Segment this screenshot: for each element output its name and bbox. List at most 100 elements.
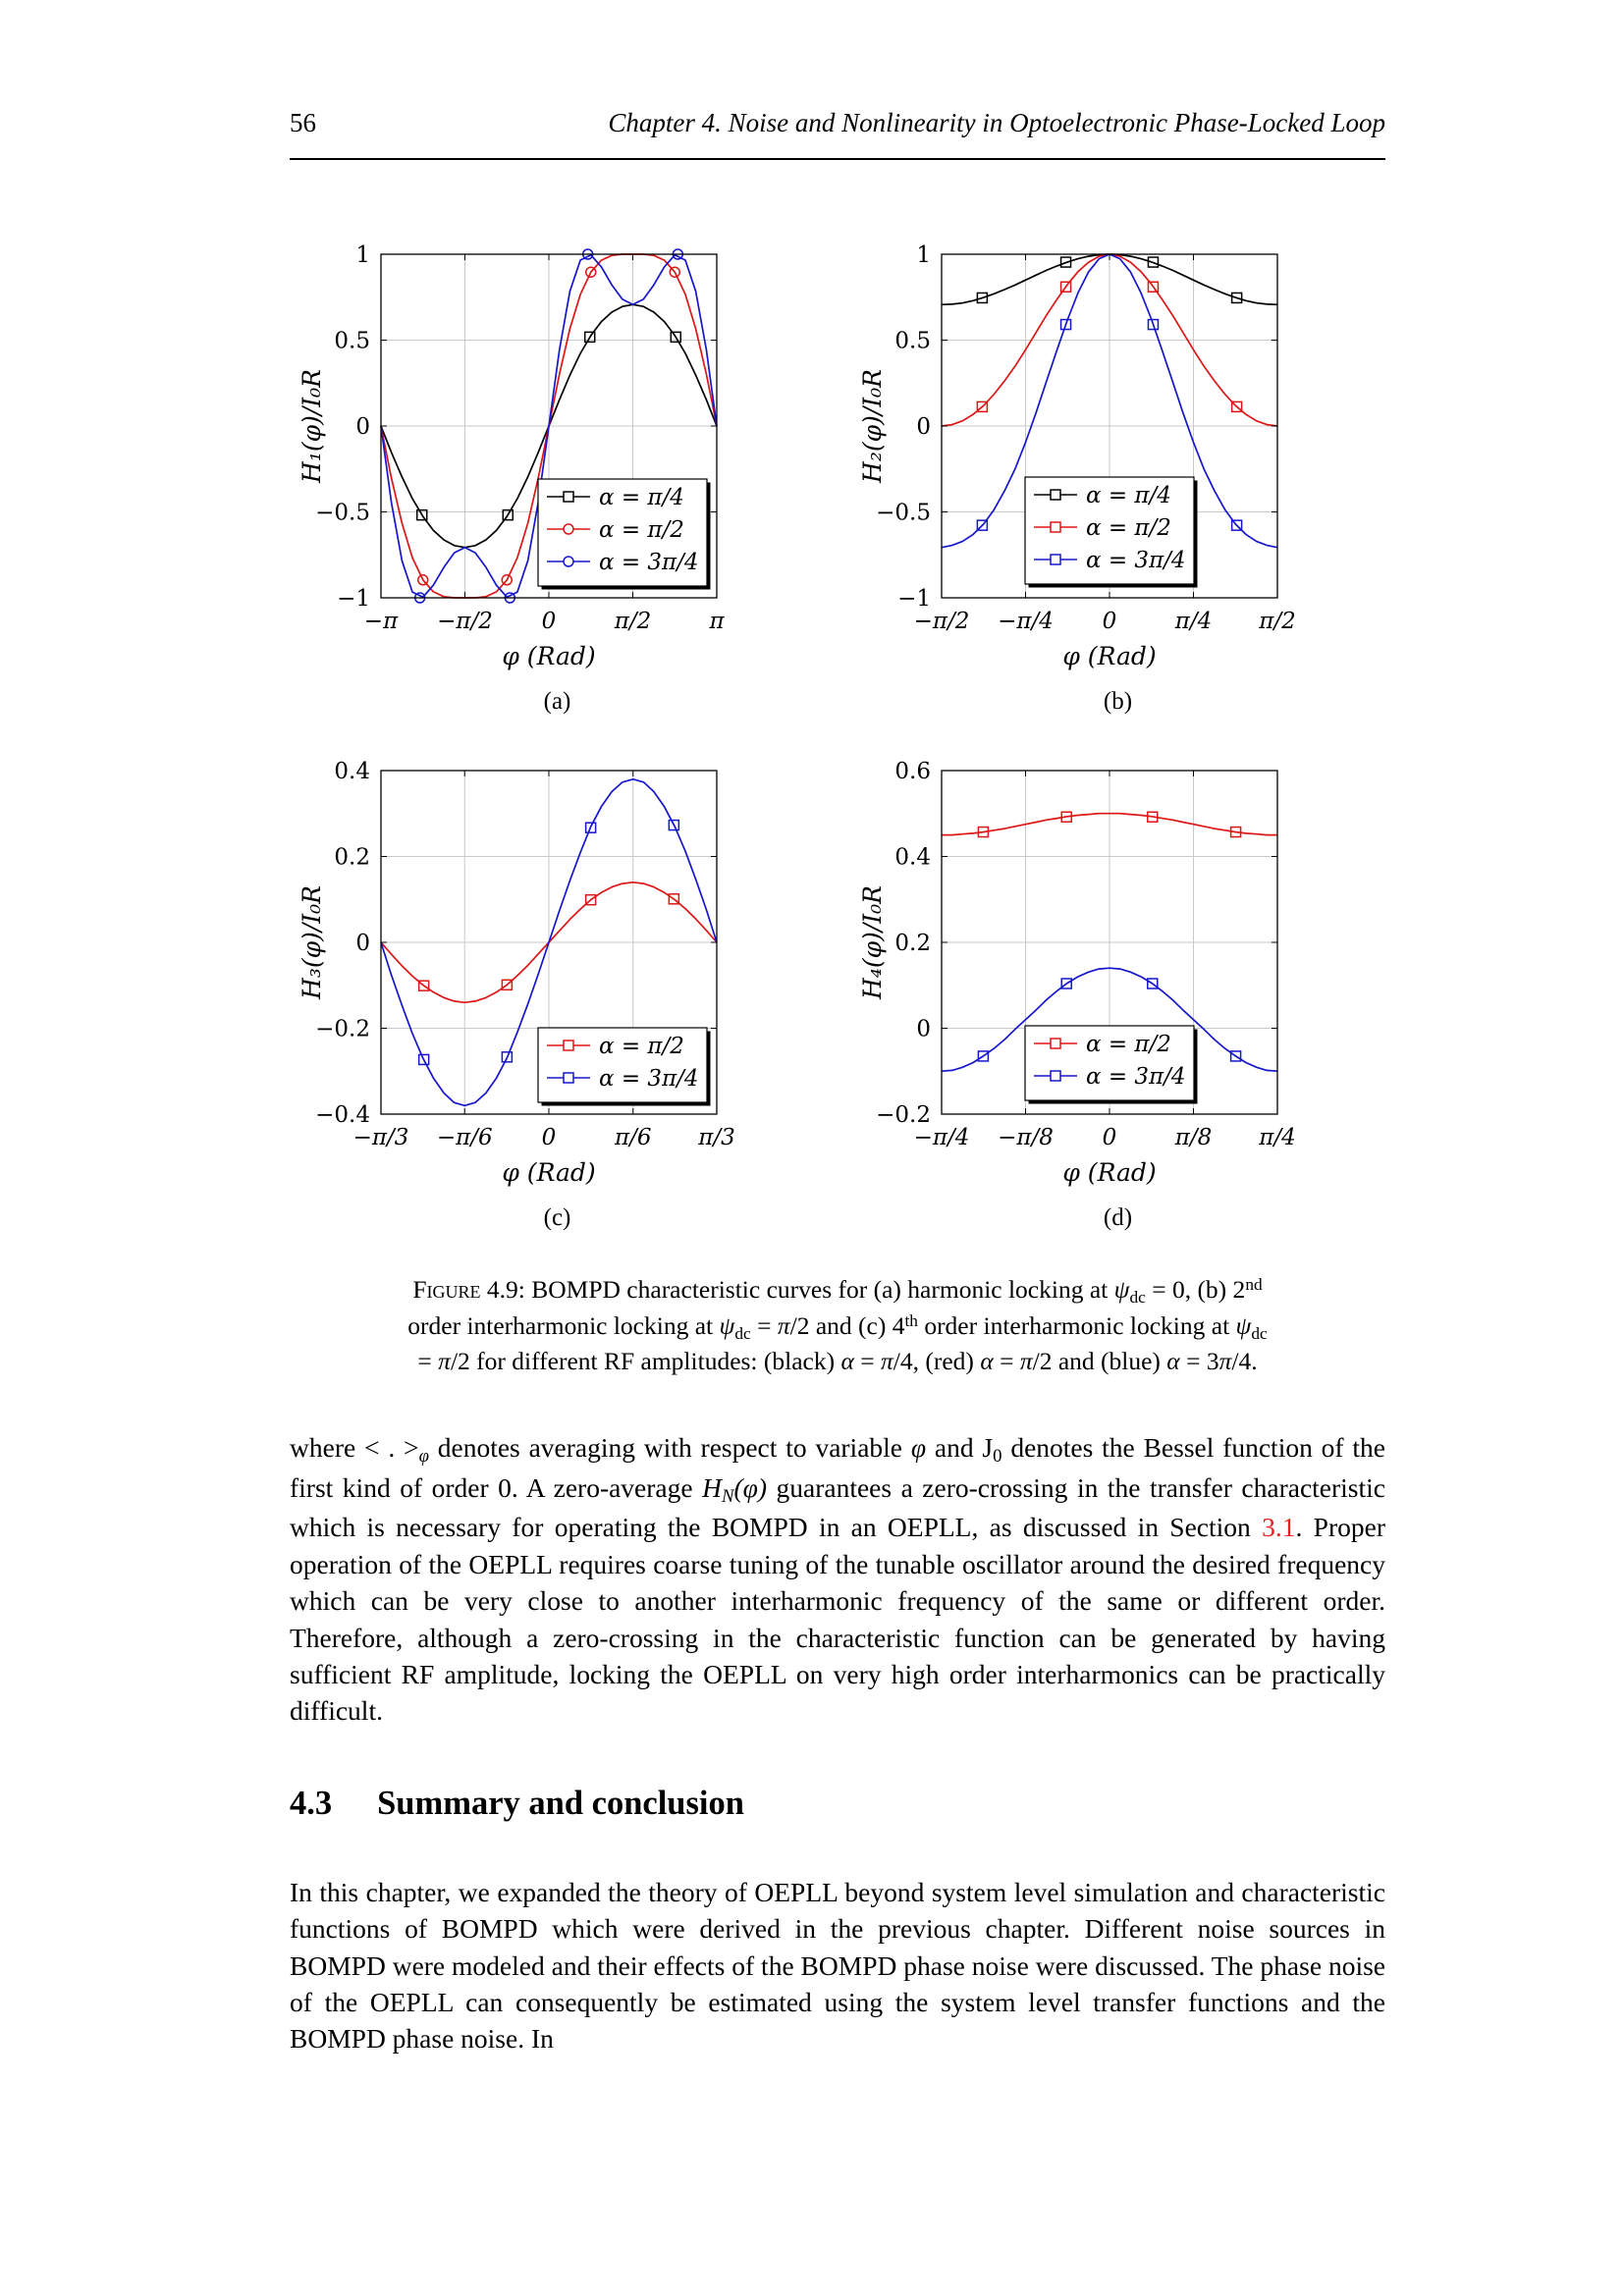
data-marker-square	[976, 292, 989, 304]
svg-text:0: 0	[916, 414, 931, 440]
tick-marks	[941, 253, 1278, 599]
data-marker-square	[977, 826, 990, 838]
x-tick-labels: −π −π/2 0 π/2 π	[364, 609, 726, 634]
data-marker-square	[583, 331, 596, 344]
text-segment: guarantees a zero-crossing in the transf…	[290, 1471, 1385, 1543]
series-alpha=3pi/4	[380, 777, 718, 1107]
svg-text:−1: −1	[897, 586, 931, 612]
y-tick-labels: 1 0.5 0 −0.5 −1	[876, 242, 931, 612]
svg-text:−1: −1	[337, 586, 370, 612]
svg-text:−π/2: −π/2	[437, 609, 493, 634]
text-segment: =	[993, 1347, 1020, 1376]
text-segment: dc	[734, 1323, 751, 1343]
text-segment: =	[417, 1347, 439, 1376]
svg-text:π/2: π/2	[1258, 609, 1296, 634]
legend-label: α = π/2	[599, 1034, 684, 1059]
text-segment: order interharmonic locking at	[917, 1310, 1236, 1340]
tick-marks	[380, 253, 718, 599]
svg-text:−π/6: −π/6	[437, 1125, 493, 1150]
text-segment: th	[904, 1310, 918, 1330]
data-marker-square	[976, 519, 989, 531]
svg-text:0: 0	[355, 414, 370, 440]
svg-text:−0.5: −0.5	[315, 501, 370, 526]
text-segment: H	[702, 1471, 722, 1503]
legend-marker-square	[563, 1040, 574, 1051]
svg-text:1: 1	[916, 242, 931, 268]
x-axis-label: φ (Rad)	[1062, 1158, 1156, 1187]
data-marker-square	[1059, 281, 1072, 293]
svg-text:−π: −π	[364, 609, 399, 634]
legend-marker-circle	[563, 556, 574, 567]
svg-text:π: π	[708, 609, 725, 634]
y-axis-label: H₄(φ)/I₀R	[858, 885, 887, 1000]
y-axis-label: H₃(φ)/I₀R	[298, 885, 326, 1000]
svg-text:0: 0	[1103, 1125, 1117, 1150]
data-marker-square	[668, 819, 680, 831]
data-marker-square	[1230, 292, 1243, 304]
data-marker-circle	[501, 574, 513, 586]
chart-c-plot: −π/3 −π/6 0 π/6 π/3 0.4 0.2 0 −0.2 −0.4 φ (Rad) H₃(…	[298, 759, 735, 1187]
chart-b: −π/2 −π/4 0 π/4 π/2 1 0.5 0 −0.5 −1 φ (Rad) H₂(φ)/I…	[855, 239, 1380, 716]
data-marker-square	[502, 508, 514, 521]
data-marker-square	[1060, 811, 1072, 823]
data-marker-square	[976, 400, 989, 413]
text-segment: = 3	[1179, 1347, 1219, 1376]
text-segment: BOMPD characteristic curves for (a) harm…	[524, 1275, 1114, 1304]
figure-caption: Figure 4.9: BOMPD characteristic curves …	[406, 1273, 1270, 1378]
data-marker-square	[1147, 281, 1160, 293]
chart-d-plot: −π/4 −π/8 0 π/8 π/4 0.6 0.4 0.2 0 −0.2 φ (Rad) H₄(φ…	[858, 759, 1296, 1187]
legend-marker-square	[563, 1072, 574, 1084]
legend: α = π/4 α = π/2 α = 3π/4	[1024, 476, 1198, 588]
x-axis-label: φ (Rad)	[502, 1158, 595, 1187]
legend-label: α = 3π/4	[599, 1066, 699, 1092]
data-marker-square	[668, 893, 680, 905]
data-marker-square	[1230, 519, 1243, 531]
data-marker-square	[1147, 318, 1160, 331]
svg-text:−0.5: −0.5	[876, 501, 931, 526]
svg-text:0.5: 0.5	[894, 329, 931, 354]
svg-text:0.5: 0.5	[334, 329, 370, 354]
legend-label: α = π/4	[1086, 483, 1171, 508]
legend-marker-square	[1050, 521, 1061, 533]
text-segment: π	[1218, 1347, 1232, 1376]
legend-marker-square	[1050, 554, 1061, 565]
svg-text:π/3: π/3	[697, 1125, 735, 1150]
data-marker-square	[1230, 400, 1243, 413]
text-segment: /4.	[1231, 1347, 1258, 1376]
text-segment: /2 and (blue)	[1032, 1347, 1167, 1376]
x-tick-labels: −π/2 −π/4 0 π/4 π/2	[914, 609, 1296, 634]
legend-label: α = 3π/4	[1086, 548, 1186, 573]
text-segment: α	[840, 1347, 854, 1376]
section-3-1-ref[interactable]: 3.1	[1262, 1512, 1296, 1543]
text-segment: ψ	[1235, 1310, 1252, 1340]
legend-label: α = 3π/4	[1086, 1064, 1186, 1090]
y-axis-label: H₂(φ)/I₀R	[858, 369, 887, 484]
paragraph-2: In this chapter, we expanded the theory …	[290, 1876, 1385, 2055]
data-marker-square	[415, 508, 428, 521]
section-number: 4.3	[290, 1784, 333, 1822]
text-segment: order interharmonic locking at	[407, 1310, 720, 1340]
text-segment: dc	[1129, 1287, 1146, 1307]
legend-marker-square	[1050, 1070, 1061, 1082]
legend-marker-square	[1050, 1038, 1061, 1049]
data-marker-square	[1229, 826, 1242, 838]
data-marker-circle	[669, 266, 680, 278]
text-segment: dc	[1251, 1323, 1268, 1343]
legend-label: α = π/4	[599, 485, 684, 510]
legend-marker-circle	[563, 523, 574, 535]
svg-text:−0.2: −0.2	[876, 1102, 931, 1128]
svg-text:−π/4: −π/4	[998, 609, 1054, 634]
y-tick-labels: 1 0.5 0 −0.5 −1	[315, 242, 370, 612]
data-marker-square	[501, 1051, 514, 1063]
chart-a-subcaption: (a)	[543, 688, 571, 715]
chart-c: −π/3 −π/6 0 π/6 π/3 0.4 0.2 0 −0.2 −0.4 φ (Rad) H₃(…	[295, 755, 820, 1232]
tick-marks	[380, 770, 718, 1115]
data-marker-circle	[585, 266, 597, 278]
svg-text:−0.4: −0.4	[315, 1102, 370, 1128]
legend: α = π/4 α = π/2 α = 3π/4	[537, 478, 711, 590]
svg-text:0.4: 0.4	[334, 759, 370, 784]
text-segment: α	[980, 1347, 994, 1376]
svg-text:π/8: π/8	[1174, 1125, 1213, 1150]
text-segment: α	[1166, 1347, 1180, 1376]
svg-text:0.2: 0.2	[334, 845, 370, 871]
